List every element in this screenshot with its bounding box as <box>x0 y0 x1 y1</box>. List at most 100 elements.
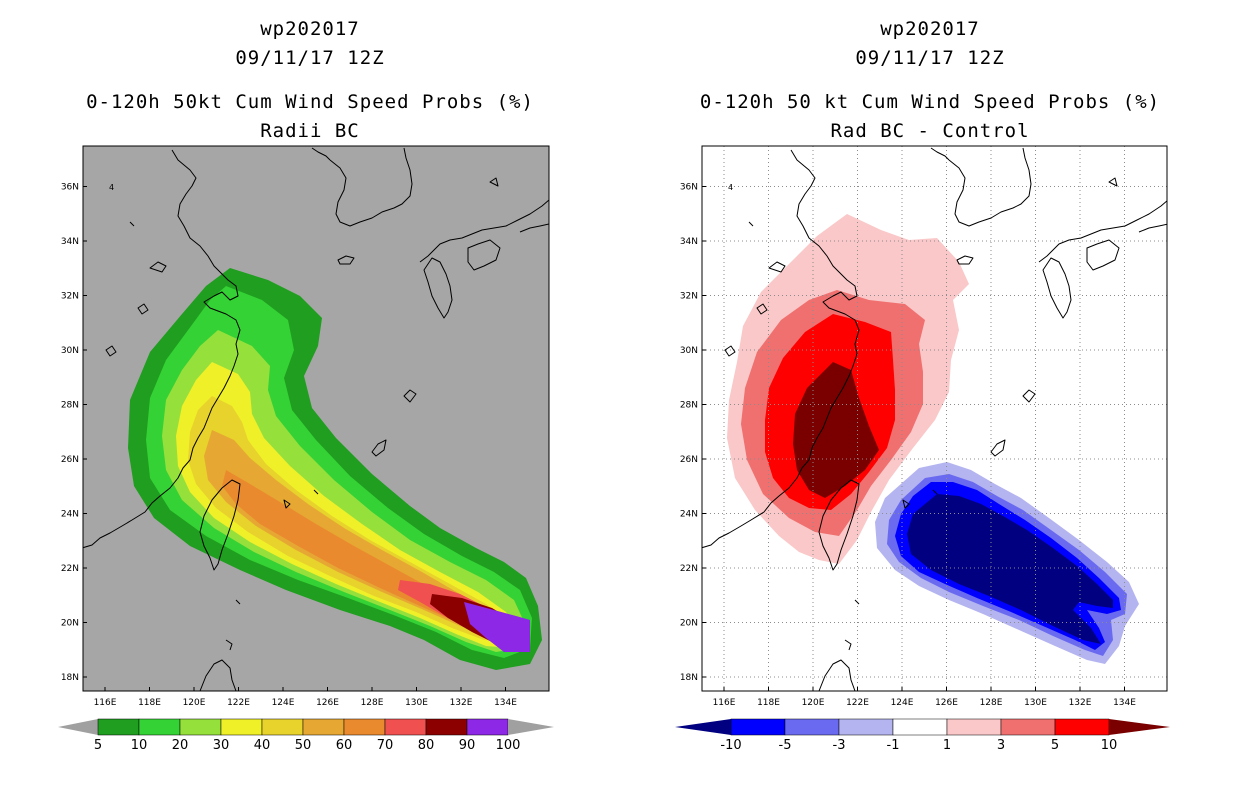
colorbar-swatch <box>1054 718 1110 736</box>
lat-tick-label: 18N <box>61 673 79 683</box>
colorbar-label: 40 <box>254 738 271 753</box>
colorbar-swatch <box>1000 718 1056 736</box>
colorbar-label: 60 <box>336 738 353 753</box>
right-map-marker: 4 <box>728 183 733 192</box>
lat-tick-label: 32N <box>680 292 698 302</box>
colorbar-swatch <box>179 718 222 736</box>
colorbar-swatch <box>892 718 948 736</box>
diff-contour-pos-10 <box>793 362 879 498</box>
colorbar-label: 30 <box>213 738 230 753</box>
lon-tick-label: 128E <box>361 698 384 708</box>
right-diff-contours <box>702 146 1167 691</box>
colorbar-label: -1 <box>887 738 900 753</box>
right-map: 4 18N 20N 22N 24N 26N 28N 30N 32N 34N 36N 116E 118… <box>680 145 1168 708</box>
lon-tick-label: 124E <box>272 698 295 708</box>
lon-tick-label: 132E <box>450 698 473 708</box>
colorbar-swatch <box>261 718 304 736</box>
lat-tick-label: 20N <box>61 619 79 629</box>
colorbar-label: 5 <box>94 738 102 753</box>
lat-tick-label: 26N <box>61 455 79 465</box>
colorbar-swatch <box>97 718 140 736</box>
lon-tick-label: 120E <box>802 698 825 708</box>
colorbar-label: -3 <box>833 738 846 753</box>
lat-tick-label: 36N <box>680 183 698 193</box>
colorbar-swatch <box>946 718 1002 736</box>
colorbar-label: 70 <box>377 738 394 753</box>
colorbar-label: 20 <box>172 738 189 753</box>
colorbar-label: 100 <box>496 738 521 753</box>
lat-tick-label: 24N <box>61 510 79 520</box>
colorbar-arrow-low <box>675 719 731 735</box>
prob-contour-90 <box>464 602 530 652</box>
diff-contour-neg-10 <box>907 494 1113 644</box>
colorbar-label: 90 <box>459 738 476 753</box>
left-map: 4 18N 20N 22N 24N 26N 28N 30N 32N 34N 36N 116E 118… <box>61 145 550 708</box>
colorbar-arrow-low <box>58 719 98 735</box>
colorbar-label: 10 <box>131 738 148 753</box>
lon-tick-label: 134E <box>494 698 517 708</box>
lat-tick-label: 30N <box>680 346 698 356</box>
left-storm-id: wp202017 <box>260 18 360 40</box>
lon-tick-label: 118E <box>757 698 780 708</box>
colorbar-swatch <box>138 718 181 736</box>
right-map-frame <box>701 145 1168 692</box>
right-datetime: 09/11/17 12Z <box>855 47 1005 69</box>
right-lat-labels: 18N 20N 22N 24N 26N 28N 30N 32N 34N 36N <box>680 183 706 683</box>
lon-tick-label: 116E <box>94 698 117 708</box>
left-lat-labels: 18N 20N 22N 24N 26N 28N 30N 32N 34N 36N <box>61 183 87 683</box>
colorbar-label: 1 <box>943 738 951 753</box>
lon-tick-label: 124E <box>891 698 914 708</box>
colorbar-label: 3 <box>997 738 1005 753</box>
colorbar-label: 5 <box>1051 738 1059 753</box>
right-colorbar: -10 -5 -3 -1 1 3 5 10 <box>675 718 1170 753</box>
left-colorbar: 5 10 20 30 40 50 60 70 80 90 100 <box>58 718 554 753</box>
lat-tick-label: 32N <box>61 292 79 302</box>
lon-tick-label: 128E <box>980 698 1003 708</box>
lat-tick-label: 22N <box>61 564 79 574</box>
lat-tick-label: 24N <box>680 510 698 520</box>
right-storm-id: wp202017 <box>880 18 980 40</box>
lon-tick-label: 120E <box>183 698 206 708</box>
lat-tick-label: 34N <box>61 237 79 247</box>
right-grid <box>702 146 1167 691</box>
colorbar-label: 10 <box>1101 738 1118 753</box>
lat-tick-label: 36N <box>61 183 79 193</box>
right-lon-labels: 116E 118E 120E 122E 124E 126E 128E 130E 132E 134E <box>713 687 1136 708</box>
left-title: 0-120h 50kt Cum Wind Speed Probs (%) <box>86 91 534 113</box>
left-subtitle: Radii BC <box>260 120 360 142</box>
left-datetime: 09/11/17 12Z <box>235 47 385 69</box>
colorbar-swatch <box>343 718 386 736</box>
left-prob-contours <box>83 147 549 691</box>
lon-tick-label: 126E <box>316 698 339 708</box>
colorbar-label: 50 <box>295 738 312 753</box>
colorbar-swatch <box>384 718 427 736</box>
colorbar-swatch <box>838 718 894 736</box>
lat-tick-label: 20N <box>680 619 698 629</box>
lat-tick-label: 34N <box>680 237 698 247</box>
right-subtitle: Rad BC - Control <box>830 120 1030 142</box>
lon-tick-label: 118E <box>138 698 161 708</box>
lat-tick-label: 28N <box>680 401 698 411</box>
lon-tick-label: 130E <box>1024 698 1047 708</box>
lon-tick-label: 122E <box>846 698 869 708</box>
right-title: 0-120h 50 kt Cum Wind Speed Probs (%) <box>699 91 1161 113</box>
colorbar-label: -10 <box>720 738 741 753</box>
colorbar-label: -5 <box>779 738 792 753</box>
lon-tick-label: 130E <box>405 698 428 708</box>
lon-tick-label: 132E <box>1069 698 1092 708</box>
lat-tick-label: 18N <box>680 673 698 683</box>
lon-tick-label: 134E <box>1113 698 1136 708</box>
left-map-marker: 4 <box>109 183 114 192</box>
lon-tick-label: 126E <box>935 698 958 708</box>
colorbar-swatch <box>302 718 345 736</box>
colorbar-arrow-high <box>508 719 554 735</box>
colorbar-arrow-high <box>1109 719 1170 735</box>
left-lon-labels: 116E 118E 120E 122E 124E 126E 128E 130E 132E 134E <box>94 687 517 708</box>
colorbar-swatch <box>466 718 509 736</box>
left-map-frame <box>82 145 550 692</box>
colorbar-swatch <box>220 718 263 736</box>
lat-tick-label: 30N <box>61 346 79 356</box>
lat-tick-label: 22N <box>680 564 698 574</box>
lat-tick-label: 28N <box>61 401 79 411</box>
